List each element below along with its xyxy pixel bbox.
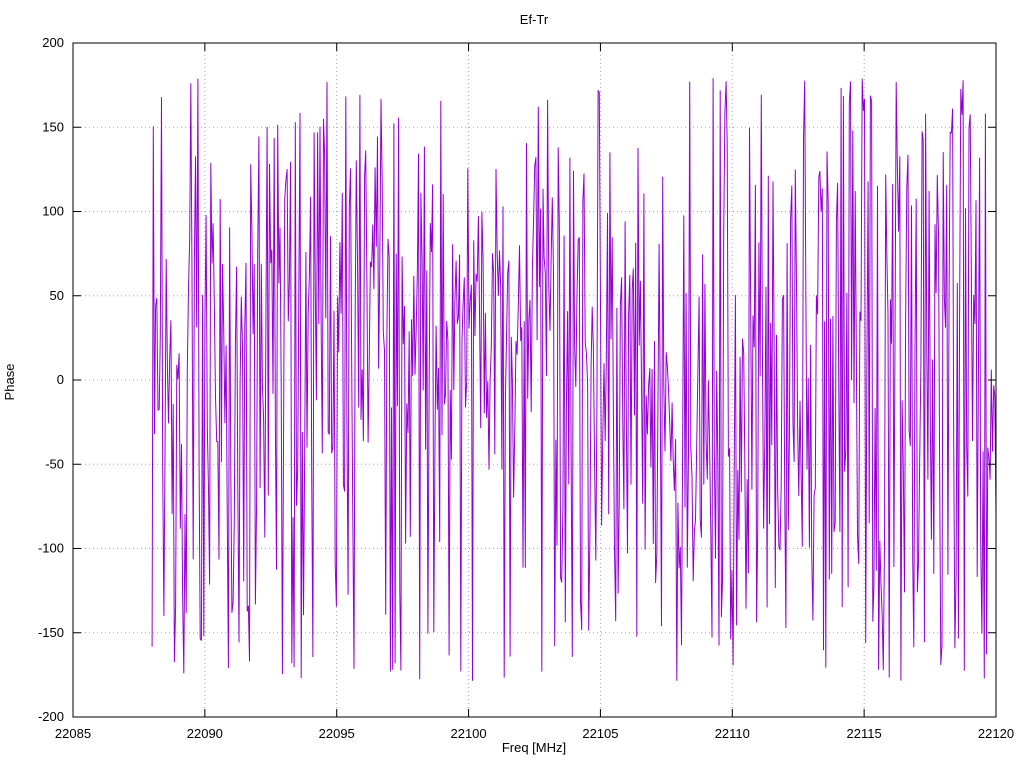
- grid-lines: [73, 43, 996, 717]
- phase-series-line: [151, 78, 997, 681]
- y-tick-label: 200: [42, 35, 64, 50]
- x-tick-label: 22115: [847, 726, 882, 741]
- y-axis-label: Phase: [2, 364, 17, 401]
- y-tick-label: -100: [38, 541, 64, 556]
- y-tick-label: 50: [50, 288, 64, 303]
- x-tick-label: 22110: [715, 726, 750, 741]
- chart-title: Ef-Tr: [520, 12, 549, 27]
- y-tick-label: -150: [38, 625, 64, 640]
- x-tick-label: 22120: [978, 726, 1014, 741]
- y-tick-label: 150: [42, 119, 64, 134]
- x-tick-label: 22100: [450, 726, 486, 741]
- y-tick-label: 100: [42, 204, 64, 219]
- y-tick-label: 0: [57, 372, 64, 387]
- x-tick-label: 22090: [187, 726, 223, 741]
- x-axis-label: Freq [MHz]: [502, 740, 566, 755]
- y-tick-label: -50: [45, 456, 64, 471]
- tick-labels: 22085 22090 22095 22100 22105 22110 22115 22120…: [38, 35, 1014, 741]
- x-tick-label: 22085: [55, 726, 91, 741]
- x-tick-label: 22105: [582, 726, 618, 741]
- tick-marks: [72, 42, 997, 718]
- y-tick-label: -200: [38, 709, 64, 724]
- x-tick-label: 22095: [319, 726, 355, 741]
